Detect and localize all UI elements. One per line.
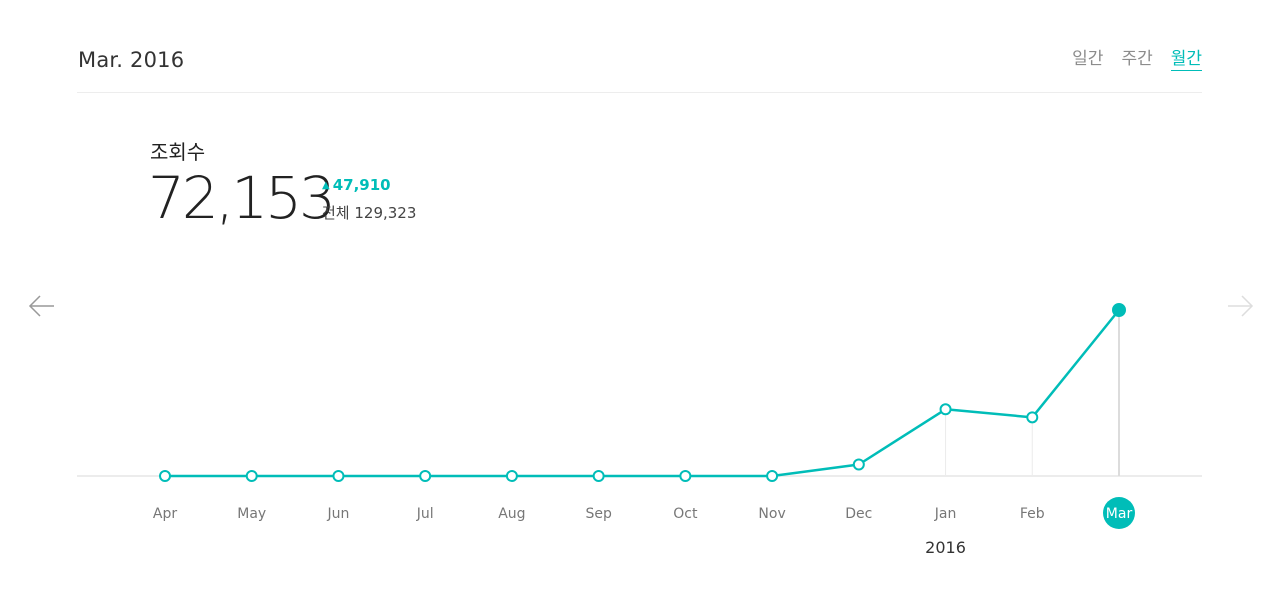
data-point-jan[interactable]	[939, 403, 952, 416]
data-point-mar[interactable]	[1112, 303, 1126, 317]
selected-tick-badge	[1103, 497, 1135, 529]
data-point-sep[interactable]	[592, 470, 605, 482]
period-title: Mar. 2016	[78, 48, 185, 72]
views-summary: 조회수 72,153 ▲ 47,910 전체 129,323	[148, 136, 416, 232]
prev-arrow-button[interactable]	[28, 292, 56, 324]
data-point-jul[interactable]	[419, 470, 432, 482]
data-point-may[interactable]	[245, 470, 258, 482]
tab-daily[interactable]: 일간	[1072, 49, 1104, 69]
x-tick-label-jun[interactable]: Jun	[327, 506, 350, 522]
metric-value: 72,153	[148, 164, 336, 232]
triangle-up-icon: ▲	[322, 180, 330, 191]
x-tick-label-nov[interactable]: Nov	[758, 506, 785, 522]
arrow-right-icon	[1228, 295, 1254, 317]
x-tick-label-may[interactable]: May	[237, 506, 266, 522]
total-views: 전체 129,323	[322, 204, 417, 222]
x-tick-label-oct[interactable]: Oct	[673, 506, 698, 522]
data-point-apr[interactable]	[159, 470, 171, 482]
x-tick-label-jan[interactable]: Jan	[934, 506, 957, 522]
period-tabs: 일간 주간 월간	[1072, 48, 1202, 71]
data-point-jun[interactable]	[332, 470, 345, 482]
next-arrow-button[interactable]	[1226, 292, 1254, 324]
year-label: 2016	[925, 538, 966, 557]
x-tick-label-mar[interactable]: Mar	[1106, 506, 1133, 522]
data-point-feb[interactable]	[1026, 411, 1039, 424]
data-point-oct[interactable]	[679, 470, 692, 482]
data-point-aug[interactable]	[505, 470, 518, 482]
x-tick-label-dec[interactable]: Dec	[845, 506, 872, 522]
metric-label: 조회수	[150, 140, 206, 164]
tab-monthly[interactable]: 월간	[1170, 49, 1202, 71]
arrow-left-icon	[28, 295, 54, 317]
delta-value: 47,910	[332, 176, 391, 194]
x-tick-label-aug[interactable]: Aug	[498, 506, 525, 522]
x-tick-label-apr[interactable]: Apr	[153, 506, 177, 522]
data-point-dec[interactable]	[852, 458, 865, 471]
delta-badge: ▲ 47,910	[322, 176, 391, 194]
data-point-nov[interactable]	[766, 470, 779, 482]
x-tick-label-sep[interactable]: Sep	[585, 506, 612, 522]
chart-header: Mar. 2016 일간 주간 월간	[77, 40, 1202, 93]
x-tick-label-feb[interactable]: Feb	[1020, 506, 1045, 522]
series-line	[165, 309, 1120, 478]
tab-weekly[interactable]: 주간	[1121, 49, 1153, 69]
x-tick-label-jul[interactable]: Jul	[416, 506, 434, 522]
